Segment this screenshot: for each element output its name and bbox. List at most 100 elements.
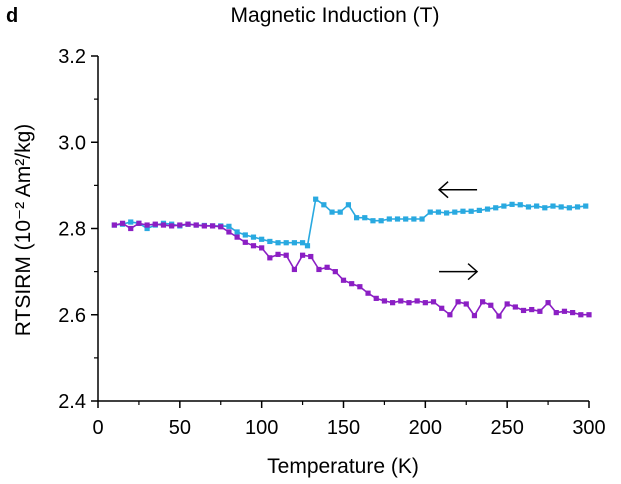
data-point: [250, 234, 257, 240]
data-point: [250, 243, 257, 249]
data-point: [390, 300, 396, 306]
data-point: [299, 240, 306, 246]
data-point: [321, 202, 327, 208]
series-2: [111, 220, 592, 319]
data-point: [378, 218, 384, 224]
data-point: [534, 203, 540, 209]
axes: 0 50 100 150 200 250 300 2.4 2.6 2.8 3.0 3.2: [58, 46, 606, 439]
data-point: [480, 299, 486, 305]
x-tick-label: 50: [169, 417, 191, 439]
data-point: [332, 269, 338, 275]
y-tick-label: 2.6: [58, 305, 86, 327]
data-point: [128, 219, 134, 225]
data-point: [406, 300, 412, 306]
data-point: [234, 229, 240, 235]
x-axis-title: Temperature (K): [267, 455, 419, 478]
data-point: [566, 205, 572, 211]
data-point: [561, 308, 568, 314]
y-tick-label: 2.4: [58, 391, 86, 413]
data-point: [329, 209, 335, 215]
data-point: [394, 216, 401, 222]
data-point: [313, 196, 319, 202]
data-point: [177, 222, 183, 228]
right-arrow-icon: [439, 263, 479, 281]
arrow-head: [437, 181, 449, 199]
x-tick-label: 150: [327, 417, 360, 439]
data-point: [362, 215, 368, 221]
data-point: [452, 209, 458, 215]
data-point: [447, 312, 453, 318]
data-point: [525, 204, 532, 210]
data-point: [476, 207, 482, 213]
data-point: [340, 277, 347, 283]
data-point: [299, 252, 306, 258]
data-point: [509, 201, 515, 207]
data-point: [529, 306, 535, 313]
data-point: [398, 298, 404, 304]
data-point: [349, 281, 355, 287]
data-point: [226, 223, 232, 229]
data-point: [468, 208, 474, 214]
data-point: [586, 312, 592, 318]
data-point: [160, 222, 167, 228]
data-point: [517, 202, 523, 208]
data-point: [111, 222, 117, 228]
data-point: [234, 234, 240, 240]
data-point: [381, 298, 388, 304]
data-point: [267, 255, 273, 261]
data-point: [444, 210, 450, 216]
x-tick-label: 0: [92, 417, 103, 439]
data-point: [520, 307, 527, 314]
data-point: [558, 204, 564, 210]
y-tick-label: 3.0: [58, 132, 86, 154]
data-point: [218, 224, 224, 230]
data-point: [144, 225, 150, 232]
data-point: [488, 302, 494, 308]
data-point: [259, 236, 265, 242]
data-point: [501, 203, 507, 209]
data-point: [304, 243, 311, 249]
data-point: [574, 204, 581, 210]
data-point: [152, 221, 158, 227]
data-point: [201, 223, 207, 229]
top-axis-title: Magnetic Induction (T): [231, 4, 440, 27]
data-point: [578, 312, 584, 318]
y-tick-label: 2.8: [58, 219, 86, 241]
data-point: [169, 223, 175, 229]
x-tick-label: 300: [572, 417, 605, 439]
data-point: [504, 301, 510, 307]
data-point: [365, 290, 371, 296]
left-arrow-icon: [437, 181, 478, 199]
data-point: [209, 223, 216, 229]
data-point: [193, 222, 199, 228]
data-point: [537, 308, 543, 314]
y-axis-title: RTSIRM (10⁻² Am²/kg): [12, 124, 35, 337]
data-point: [460, 208, 466, 214]
y-tick-label: 3.2: [58, 46, 86, 68]
data-point: [337, 209, 343, 215]
data-point: [463, 301, 469, 307]
data-point: [324, 264, 330, 270]
data-point: [439, 305, 445, 311]
data-point: [283, 240, 289, 246]
data-point: [291, 240, 297, 246]
x-tick-label: 200: [409, 417, 442, 439]
data-point: [283, 252, 289, 258]
data-point: [512, 304, 518, 310]
data-point: [136, 220, 142, 226]
data-point: [226, 229, 232, 235]
panel-label: d: [6, 5, 18, 27]
data-point: [414, 298, 420, 304]
data-point: [291, 266, 297, 273]
data-point: [411, 216, 417, 222]
data-point: [430, 299, 437, 305]
data-point: [496, 313, 502, 319]
data-point: [583, 203, 589, 209]
data-point: [553, 309, 559, 316]
data-point: [471, 313, 478, 319]
data-point: [316, 266, 322, 273]
data-point: [308, 253, 314, 260]
arrow-head: [467, 263, 479, 281]
data-point: [119, 220, 126, 226]
data-point: [427, 209, 433, 215]
